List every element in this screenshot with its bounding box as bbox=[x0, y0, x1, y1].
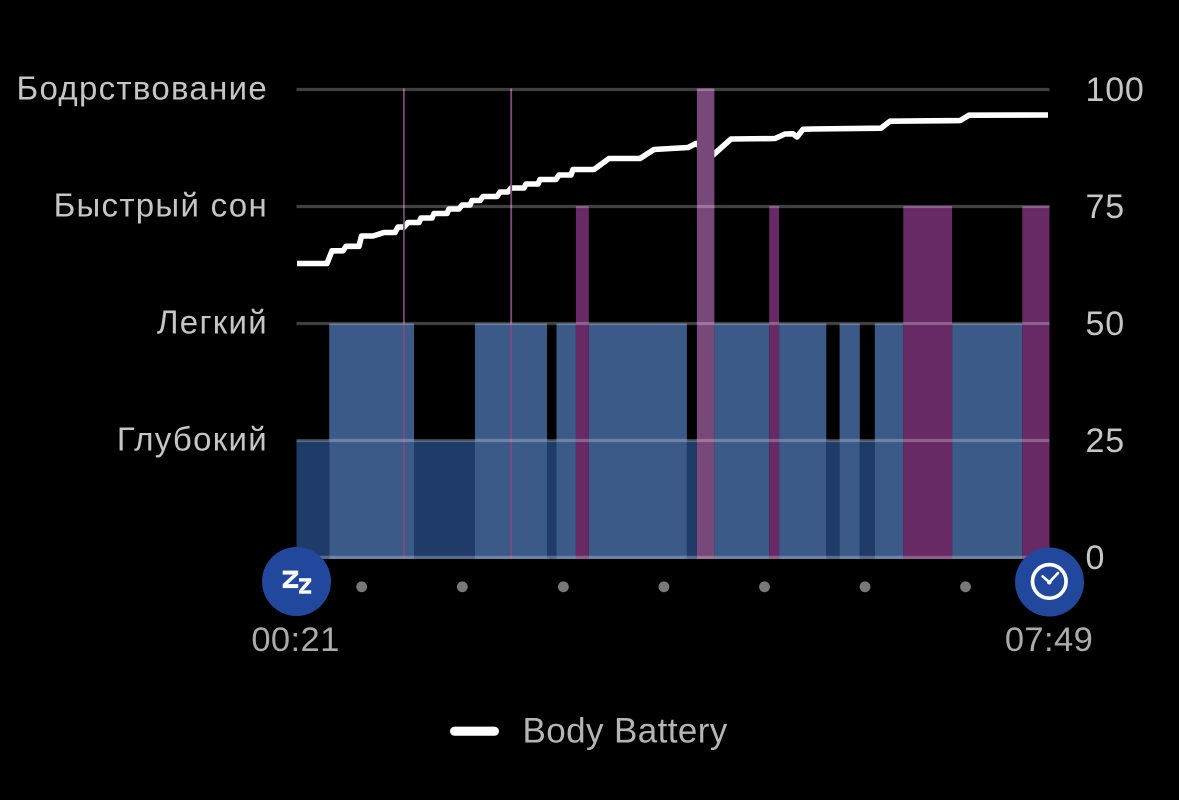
svg-text:07:49: 07:49 bbox=[1005, 621, 1093, 659]
svg-text:25: 25 bbox=[1086, 422, 1125, 460]
svg-text:Body Battery: Body Battery bbox=[523, 712, 728, 751]
svg-text:Бодрствование: Бодрствование bbox=[17, 70, 268, 107]
svg-text:75: 75 bbox=[1086, 188, 1125, 226]
svg-text:50: 50 bbox=[1086, 305, 1125, 343]
svg-text:0: 0 bbox=[1086, 539, 1106, 577]
svg-text:Легкий: Легкий bbox=[157, 304, 268, 341]
svg-text:Быстрый сон: Быстрый сон bbox=[54, 187, 268, 224]
svg-text:Глубокий: Глубокий bbox=[117, 421, 268, 458]
svg-text:100: 100 bbox=[1086, 71, 1145, 109]
svg-text:00:21: 00:21 bbox=[251, 621, 339, 659]
